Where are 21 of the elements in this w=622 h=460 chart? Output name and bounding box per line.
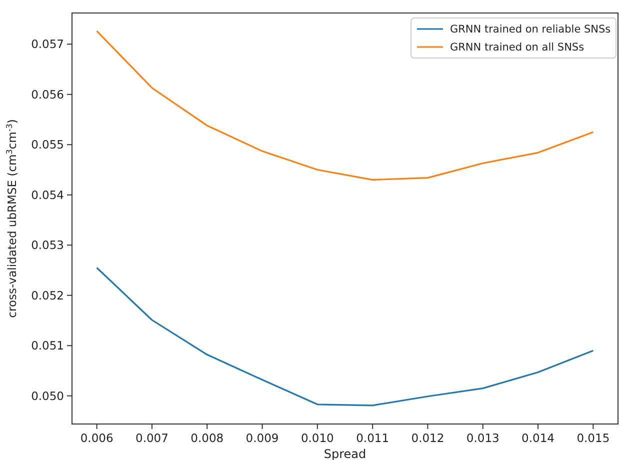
legend-label: GRNN trained on all SNSs <box>450 42 584 54</box>
y-tick-label: 0.051 <box>31 338 64 353</box>
y-tick-label: 0.052 <box>31 288 64 302</box>
x-tick-label: 0.012 <box>411 431 444 445</box>
legend-label: GRNN trained on reliable SNSs <box>450 24 611 36</box>
y-tick-label: 0.056 <box>31 87 64 102</box>
x-tick-label: 0.011 <box>356 431 390 445</box>
y-tick-label: 0.050 <box>31 388 64 403</box>
x-tick-label: 0.009 <box>246 431 279 445</box>
y-tick-label: 0.054 <box>31 188 64 202</box>
x-tick-label: 0.008 <box>190 431 224 445</box>
x-tick-label: 0.010 <box>300 431 334 445</box>
y-tick-label: 0.057 <box>31 37 64 52</box>
x-tick-label: 0.007 <box>136 431 168 445</box>
x-tick-label: 0.015 <box>576 431 610 445</box>
y-tick-label: 0.055 <box>31 138 64 152</box>
x-tick-label: 0.014 <box>522 431 554 445</box>
x-tick-label: 0.006 <box>80 431 114 445</box>
x-tick-label: 0.013 <box>466 431 500 445</box>
line-series <box>96 266 594 406</box>
y-tick-label: 0.053 <box>31 238 64 252</box>
